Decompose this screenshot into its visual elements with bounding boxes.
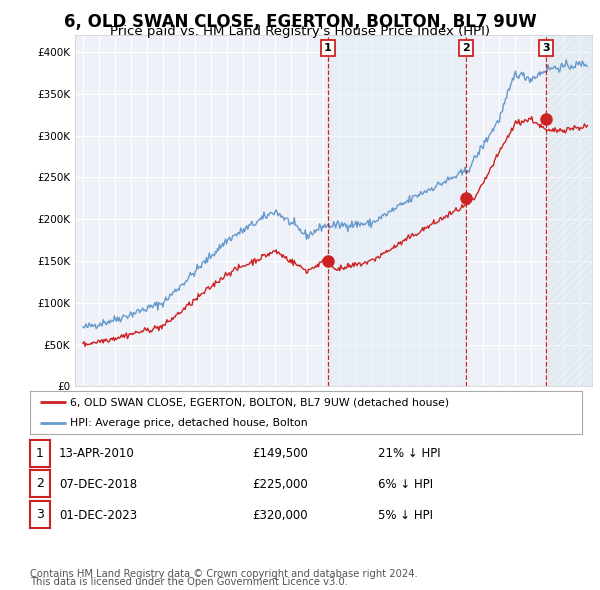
Text: £225,000: £225,000 xyxy=(252,478,308,491)
Text: 6, OLD SWAN CLOSE, EGERTON, BOLTON, BL7 9UW: 6, OLD SWAN CLOSE, EGERTON, BOLTON, BL7 … xyxy=(64,13,536,31)
Text: 21% ↓ HPI: 21% ↓ HPI xyxy=(378,447,440,460)
Text: Contains HM Land Registry data © Crown copyright and database right 2024.: Contains HM Land Registry data © Crown c… xyxy=(30,569,418,579)
Bar xyxy=(328,35,466,386)
Text: 1: 1 xyxy=(36,447,44,460)
Text: 5% ↓ HPI: 5% ↓ HPI xyxy=(378,509,433,522)
Text: 07-DEC-2018: 07-DEC-2018 xyxy=(59,478,137,491)
Text: 3: 3 xyxy=(36,508,44,521)
Text: £320,000: £320,000 xyxy=(252,509,308,522)
Text: 2: 2 xyxy=(462,42,470,53)
Text: 6, OLD SWAN CLOSE, EGERTON, BOLTON, BL7 9UW (detached house): 6, OLD SWAN CLOSE, EGERTON, BOLTON, BL7 … xyxy=(70,397,449,407)
Text: 01-DEC-2023: 01-DEC-2023 xyxy=(59,509,137,522)
Text: 6% ↓ HPI: 6% ↓ HPI xyxy=(378,478,433,491)
Text: 2: 2 xyxy=(36,477,44,490)
Text: 3: 3 xyxy=(542,42,550,53)
Text: HPI: Average price, detached house, Bolton: HPI: Average price, detached house, Bolt… xyxy=(70,418,308,428)
Bar xyxy=(546,35,592,386)
Text: 1: 1 xyxy=(324,42,332,53)
Text: £149,500: £149,500 xyxy=(252,447,308,460)
Text: Price paid vs. HM Land Registry's House Price Index (HPI): Price paid vs. HM Land Registry's House … xyxy=(110,25,490,38)
Text: This data is licensed under the Open Government Licence v3.0.: This data is licensed under the Open Gov… xyxy=(30,577,348,587)
Text: 13-APR-2010: 13-APR-2010 xyxy=(59,447,134,460)
